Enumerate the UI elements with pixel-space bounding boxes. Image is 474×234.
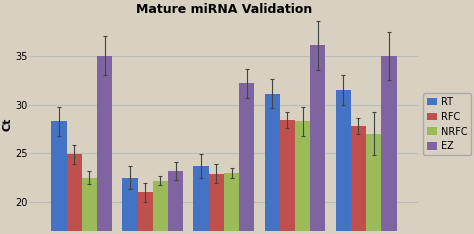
Bar [122,178,137,234]
Title: Mature miRNA Validation: Mature miRNA Validation [136,3,312,16]
Bar [381,56,397,234]
Y-axis label: Ct: Ct [3,117,13,131]
Bar [264,94,280,234]
Legend: RT, RFC, NRFC, EZ: RT, RFC, NRFC, EZ [423,93,471,155]
Bar [153,181,168,234]
Bar [137,192,153,234]
Bar [209,174,224,234]
Bar [97,56,112,234]
Bar [310,45,326,234]
Bar [66,154,82,234]
Bar [280,120,295,234]
Bar [366,134,381,234]
Bar [168,171,183,234]
Bar [336,90,351,234]
Bar [295,121,310,234]
Bar [51,121,66,234]
Bar [351,126,366,234]
Bar [193,166,209,234]
Bar [224,173,239,234]
Bar [239,83,255,234]
Bar [82,178,97,234]
